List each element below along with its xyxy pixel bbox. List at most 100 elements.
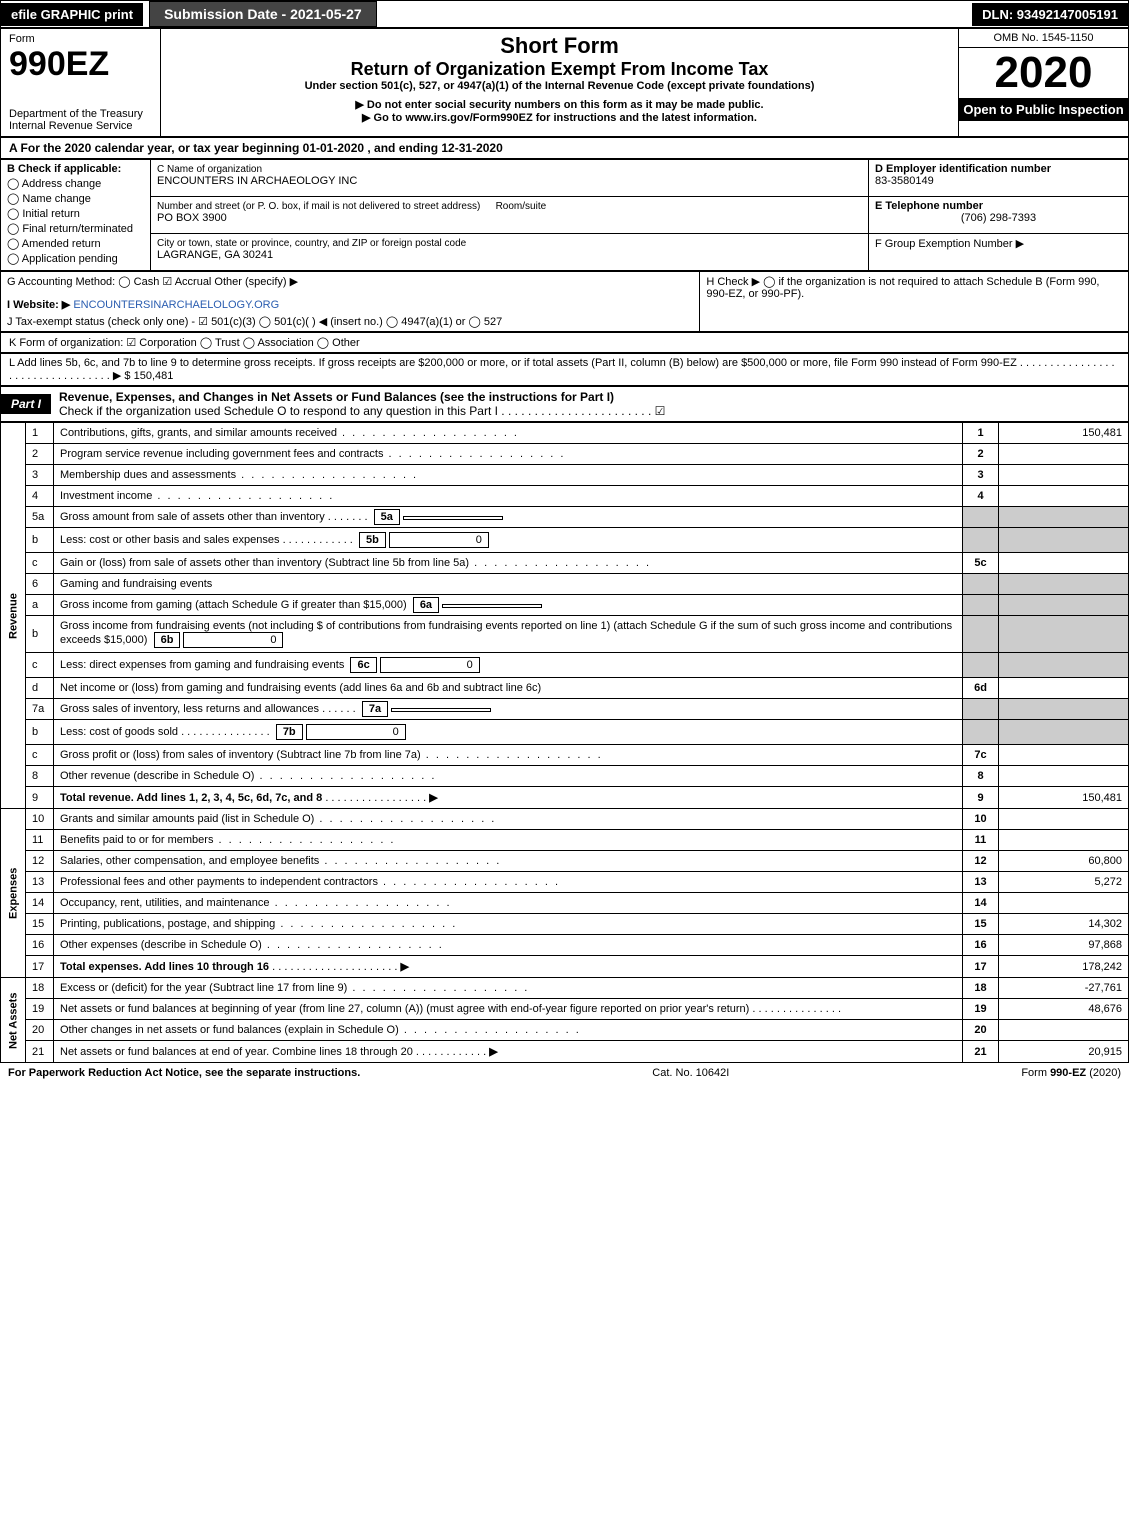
row-text: Net assets or fund balances at end of ye… [54, 1041, 963, 1063]
row-text: Other revenue (describe in Schedule O) [54, 766, 963, 787]
row-num: 8 [26, 766, 54, 787]
row-text: Net income or (loss) from gaming and fun… [54, 678, 963, 699]
footer-paperwork-notice: For Paperwork Reduction Act Notice, see … [8, 1067, 360, 1079]
checkbox-name-change[interactable]: ◯ Name change [7, 192, 144, 205]
row-num: 21 [26, 1041, 54, 1063]
row-num: b [26, 528, 54, 553]
row-value [999, 1020, 1129, 1041]
row-text: Occupancy, rent, utilities, and maintena… [54, 893, 963, 914]
box-c-addr-label: Number and street (or P. O. box, if mail… [157, 201, 480, 212]
irs-label: Internal Revenue Service [9, 120, 152, 132]
row-num: 7a [26, 699, 54, 720]
room-suite-label: Room/suite [496, 201, 547, 212]
omb-number: OMB No. 1545-1150 [959, 29, 1128, 48]
row-ref-grey [963, 699, 999, 720]
ein-value: 83-3580149 [875, 175, 934, 187]
box-b-title: B Check if applicable: [7, 163, 121, 175]
row-num: 16 [26, 935, 54, 956]
row-num: 3 [26, 465, 54, 486]
row-value [999, 486, 1129, 507]
efile-box: efile GRAPHIC print [1, 3, 143, 26]
row-ref: 19 [963, 999, 999, 1020]
row-value [999, 809, 1129, 830]
goto-link-line: ▶ Go to www.irs.gov/Form990EZ for instru… [169, 111, 950, 124]
sub-ref: 6c [350, 657, 376, 673]
row-ref-grey [963, 616, 999, 653]
row-ref-grey [963, 595, 999, 616]
row-value: 150,481 [999, 423, 1129, 444]
sub-ref: 6b [154, 632, 181, 648]
row-ref: 1 [963, 423, 999, 444]
row-ref-grey [963, 507, 999, 528]
sub-ref: 5a [374, 509, 400, 525]
sub-ref: 7a [362, 701, 388, 717]
row-text: Gross income from fundraising events (no… [54, 616, 963, 653]
checkbox-application-pending[interactable]: ◯ Application pending [7, 252, 144, 265]
sub-ref: 7b [276, 724, 303, 740]
row-value [999, 745, 1129, 766]
row-num: 10 [26, 809, 54, 830]
row-ref: 13 [963, 872, 999, 893]
row-value-grey [999, 699, 1129, 720]
row-ref: 14 [963, 893, 999, 914]
telephone-value: (706) 298-7393 [875, 212, 1122, 224]
sub-ref: 6a [413, 597, 439, 613]
row-ref: 2 [963, 444, 999, 465]
part-1-label: Part I [1, 394, 51, 414]
row-text: Salaries, other compensation, and employ… [54, 851, 963, 872]
row-num: 14 [26, 893, 54, 914]
row-text: Other changes in net assets or fund bala… [54, 1020, 963, 1041]
checkbox-final-return[interactable]: ◯ Final return/terminated [7, 222, 144, 235]
row-value: -27,761 [999, 978, 1129, 999]
row-text: Net assets or fund balances at beginning… [54, 999, 963, 1020]
row-value [999, 465, 1129, 486]
return-title: Return of Organization Exempt From Incom… [169, 59, 950, 80]
line-a-period: A For the 2020 calendar year, or tax yea… [0, 137, 1129, 159]
row-num: d [26, 678, 54, 699]
row-text: Total expenses. Add lines 10 through 16 … [54, 956, 963, 978]
row-text: Investment income [54, 486, 963, 507]
website-link[interactable]: ENCOUNTERSINARCHAELOLOGY.ORG [73, 299, 279, 311]
row-text: Membership dues and assessments [54, 465, 963, 486]
row-text: Professional fees and other payments to … [54, 872, 963, 893]
row-ref-grey [963, 528, 999, 553]
submission-date-box: Submission Date - 2021-05-27 [149, 1, 377, 27]
row-num: b [26, 720, 54, 745]
row-ref: 6d [963, 678, 999, 699]
row-ref: 18 [963, 978, 999, 999]
row-text: Other expenses (describe in Schedule O) [54, 935, 963, 956]
short-form-title: Short Form [169, 33, 950, 59]
row-ref: 9 [963, 787, 999, 809]
under-section-note: Under section 501(c), 527, or 4947(a)(1)… [169, 80, 950, 92]
vertical-label-revenue: Revenue [1, 423, 26, 809]
row-value: 97,868 [999, 935, 1129, 956]
row-num: 1 [26, 423, 54, 444]
row-value: 48,676 [999, 999, 1129, 1020]
row-num: 6 [26, 574, 54, 595]
row-value: 14,302 [999, 914, 1129, 935]
row-value-grey [999, 720, 1129, 745]
row-text: Gross amount from sale of assets other t… [54, 507, 963, 528]
row-text: Program service revenue including govern… [54, 444, 963, 465]
part-1-table: Revenue 1 Contributions, gifts, grants, … [0, 422, 1129, 1063]
vertical-label-net-assets: Net Assets [1, 978, 26, 1063]
row-value [999, 444, 1129, 465]
checkbox-address-change[interactable]: ◯ Address change [7, 177, 144, 190]
footer-catalog-number: Cat. No. 10642I [652, 1067, 729, 1079]
row-num: 4 [26, 486, 54, 507]
row-text: Gain or (loss) from sale of assets other… [54, 553, 963, 574]
row-value: 5,272 [999, 872, 1129, 893]
row-ref: 12 [963, 851, 999, 872]
row-text: Excess or (deficit) for the year (Subtra… [54, 978, 963, 999]
row-text: Printing, publications, postage, and shi… [54, 914, 963, 935]
sub-value: 0 [183, 632, 283, 648]
row-text: Gaming and fundraising events [54, 574, 963, 595]
row-ref: 11 [963, 830, 999, 851]
row-ref: 17 [963, 956, 999, 978]
checkbox-amended-return[interactable]: ◯ Amended return [7, 237, 144, 250]
row-value-grey [999, 507, 1129, 528]
checkbox-initial-return[interactable]: ◯ Initial return [7, 207, 144, 220]
sub-value: 0 [306, 724, 406, 740]
row-value [999, 893, 1129, 914]
row-value [999, 678, 1129, 699]
